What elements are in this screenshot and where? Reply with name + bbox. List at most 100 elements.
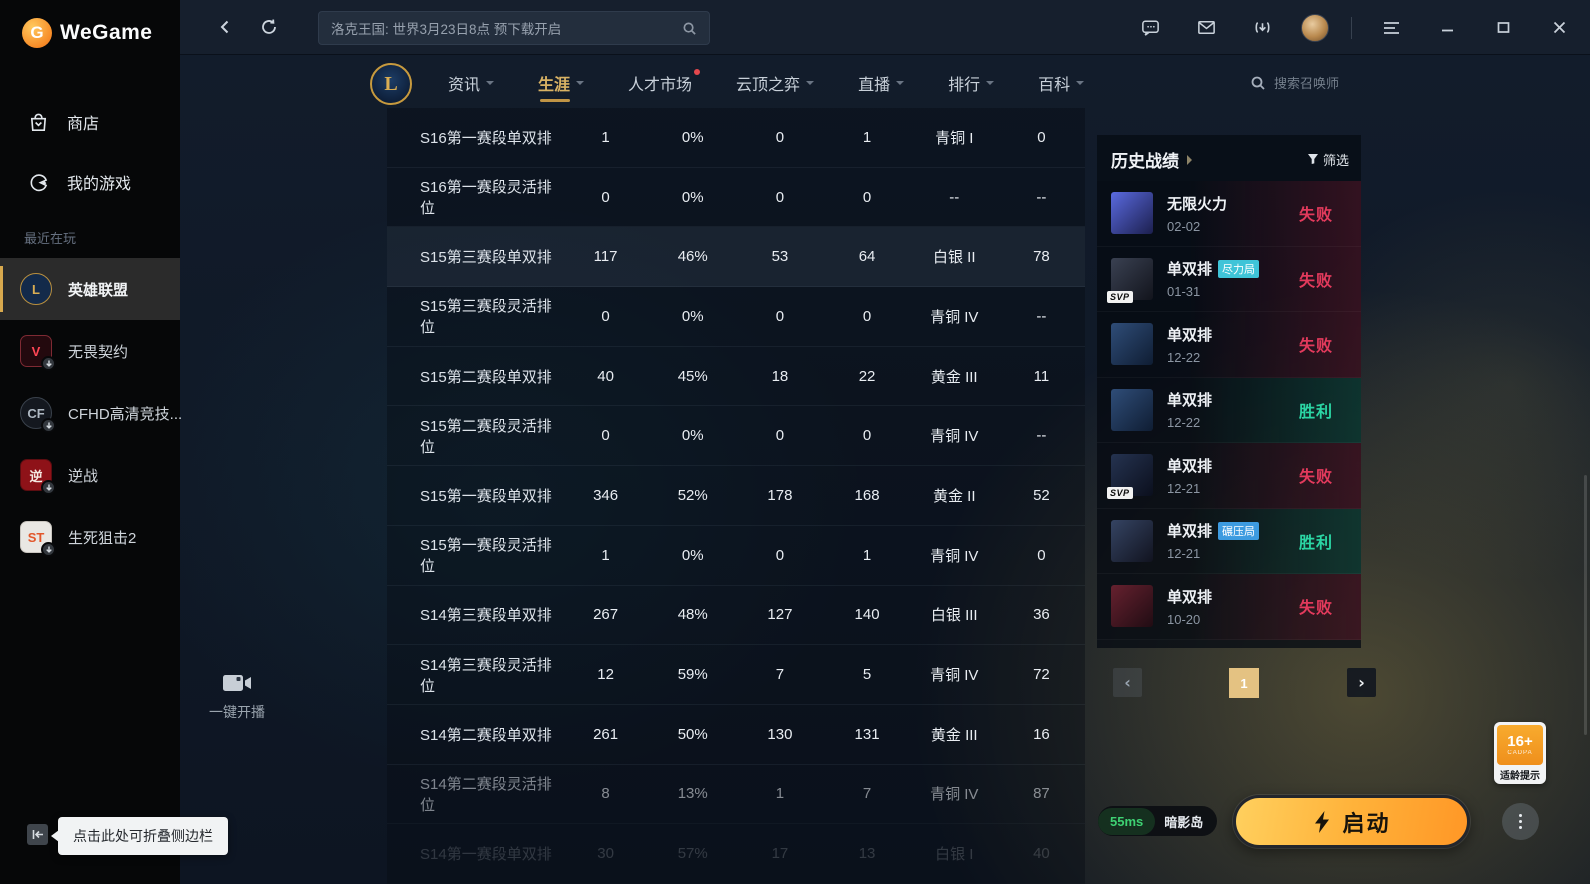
match-history-item[interactable]: SVP 单双排 尽力局 01-31 失败 — [1097, 246, 1361, 312]
chevron-down-icon — [896, 81, 905, 89]
career-table-row[interactable]: S15第一赛段单双排 346 52% 178 168 黄金 II 52 — [387, 466, 1085, 526]
news-search-box[interactable]: 洛克王国: 世界3月23日8点 预下载开启 — [318, 11, 710, 45]
win-rate: 50% — [677, 725, 708, 743]
wins: 0 — [775, 188, 785, 206]
chat-icon[interactable] — [1133, 11, 1167, 45]
game-label: 逆战 — [68, 467, 99, 485]
season-name: S15第三赛段单双排 — [420, 249, 552, 267]
collapse-sidebar-button[interactable] — [27, 824, 48, 845]
notification-dot — [694, 69, 701, 75]
sidebar-game-item[interactable]: 逆逆战 — [0, 444, 180, 506]
losses: 0 — [862, 427, 872, 445]
close-button[interactable] — [1542, 11, 1576, 45]
match-result: 失败 — [1298, 338, 1333, 356]
menu-icon[interactable] — [1374, 11, 1408, 45]
season-name: S16第一赛段灵活排位 — [420, 179, 552, 218]
sidebar-item-store[interactable]: 商店 — [0, 100, 180, 144]
career-table-row[interactable]: S15第三赛段单双排 117 46% 53 64 白银 II 78 — [387, 227, 1085, 288]
nav-item-生涯[interactable]: 生涯 — [538, 55, 585, 110]
match-history-item[interactable]: 单双排 12-22 胜利 — [1097, 377, 1361, 443]
wegame-logo-icon: G — [22, 18, 52, 48]
lightning-icon — [1315, 810, 1330, 833]
nav-item-直播[interactable]: 直播 — [858, 55, 905, 110]
career-table-row[interactable]: S14第二赛段灵活排位 8 13% 1 7 青铜 IV 87 — [387, 765, 1085, 825]
sidebar-game-item[interactable]: V 无畏契约 — [0, 320, 180, 382]
history-expand-arrow-icon[interactable] — [1187, 155, 1197, 165]
match-history-item[interactable]: 单双排 10-20 失败 — [1097, 574, 1361, 640]
download-badge-icon — [41, 356, 56, 371]
match-history-item[interactable]: SVP 单双排 12-21 失败 — [1097, 443, 1361, 509]
match-mode: 单双排 — [1167, 588, 1213, 606]
back-button[interactable] — [208, 10, 242, 44]
season-name: S14第二赛段灵活排位 — [420, 775, 552, 814]
sidebar-item-label: 商店 — [67, 116, 100, 133]
sidebar-game-item[interactable]: L 英雄联盟 — [0, 258, 180, 320]
rank: 黄金 II — [932, 487, 976, 505]
match-mode-line: 单双排 — [1167, 389, 1212, 410]
match-result: 失败 — [1298, 469, 1333, 487]
launch-game-button[interactable]: 启动 — [1233, 795, 1470, 848]
nav-item-排行[interactable]: 排行 — [948, 55, 995, 110]
career-table-row[interactable]: S15第三赛段灵活排位 0 0% 0 0 青铜 IV -- — [387, 287, 1085, 347]
pagination-prev-button[interactable]: ‹ — [1113, 668, 1142, 697]
mail-icon[interactable] — [1189, 11, 1223, 45]
match-history-item[interactable]: 单双排 12-22 失败 — [1097, 312, 1361, 378]
career-table-row[interactable]: S14第三赛段灵活排位 12 59% 7 5 青铜 IV 72 — [387, 645, 1085, 705]
match-mode: 单双排 — [1167, 523, 1213, 541]
nav-item-资讯[interactable]: 资讯 — [448, 55, 495, 110]
points: -- — [1036, 307, 1047, 325]
user-avatar[interactable] — [1301, 13, 1329, 42]
downloads-icon[interactable] — [1245, 11, 1279, 45]
match-history-item[interactable]: 无限火力 02-02 失败 — [1097, 181, 1361, 247]
career-table-row[interactable]: S15第二赛段灵活排位 0 0% 0 0 青铜 IV -- — [387, 406, 1085, 467]
match-date: 12-22 — [1167, 415, 1201, 431]
game-icon: ST — [20, 521, 56, 557]
losses: 131 — [854, 725, 880, 743]
summoner-search[interactable]: 搜索召唤师 — [1250, 55, 1339, 110]
career-table-row[interactable]: S15第二赛段单双排 40 45% 18 22 黄金 III 11 — [387, 347, 1085, 407]
sidebar-game-item[interactable]: CF CFHD高清竞技... — [0, 382, 182, 444]
career-table-row[interactable]: S16第一赛段灵活排位 0 0% 0 0 -- -- — [387, 168, 1085, 228]
refresh-button[interactable] — [252, 10, 286, 44]
one-click-broadcast-button[interactable]: 一键开播 — [192, 672, 282, 722]
career-table-row[interactable]: S14第一赛段单双排 30 57% 17 13 白银 I 40 — [387, 824, 1085, 884]
games-count: 267 — [593, 606, 619, 624]
sidebar-game-item[interactable]: ST 生死狙击2 — [0, 506, 180, 568]
pagination-page-1[interactable]: 1 — [1229, 668, 1259, 698]
nav-item-百科[interactable]: 百科 — [1038, 55, 1085, 110]
match-info: 无限火力 02-02 — [1167, 193, 1227, 234]
career-table-row[interactable]: S15第一赛段灵活排位 1 0% 0 1 青铜 IV 0 — [387, 526, 1085, 586]
more-options-button[interactable] — [1502, 803, 1539, 840]
games-count: 1 — [601, 546, 610, 564]
career-table-row[interactable]: S14第二赛段单双排 261 50% 130 131 黄金 III 16 — [387, 705, 1085, 765]
minimize-button[interactable] — [1430, 11, 1464, 45]
pagination-next-button[interactable]: › — [1347, 668, 1376, 697]
sidebar-item-my-games[interactable]: 我的游戏 — [0, 160, 180, 204]
points: 87 — [1033, 785, 1050, 803]
lol-logo-icon[interactable]: L — [370, 63, 412, 105]
losses: 13 — [858, 845, 876, 863]
maximize-button[interactable] — [1486, 11, 1520, 45]
match-history-item[interactable]: 单双排 碾压局 12-21 胜利 — [1097, 508, 1361, 574]
nav-item-人才市场[interactable]: 人才市场 — [628, 55, 701, 110]
history-title: 历史战绩 — [1111, 151, 1179, 171]
download-badge-icon — [41, 542, 56, 557]
nav-item-label: 云顶之弈 — [736, 76, 801, 94]
game-label: 生死狙击2 — [68, 529, 137, 547]
win-rate: 52% — [677, 486, 708, 504]
win-rate: 46% — [677, 248, 708, 266]
ping-value: 55ms — [1098, 807, 1156, 835]
points: -- — [1036, 427, 1047, 445]
win-rate: 0% — [681, 128, 704, 146]
nav-item-云顶之弈[interactable]: 云顶之弈 — [736, 55, 815, 110]
games-count: 0 — [601, 188, 610, 206]
filter-button[interactable]: 筛选 — [1307, 150, 1349, 169]
wegame-logo[interactable]: G WeGame — [22, 18, 153, 48]
points: 78 — [1033, 248, 1050, 266]
career-table-row[interactable]: S14第三赛段单双排 267 48% 127 140 白银 III 36 — [387, 586, 1085, 646]
career-table-row[interactable]: S16第一赛段单双排 1 0% 0 1 青铜 I 0 — [387, 108, 1085, 168]
game-icon: L — [20, 273, 52, 305]
funnel-icon — [1307, 154, 1318, 164]
points: 40 — [1033, 845, 1050, 863]
scrollbar-thumb[interactable] — [1584, 475, 1587, 735]
